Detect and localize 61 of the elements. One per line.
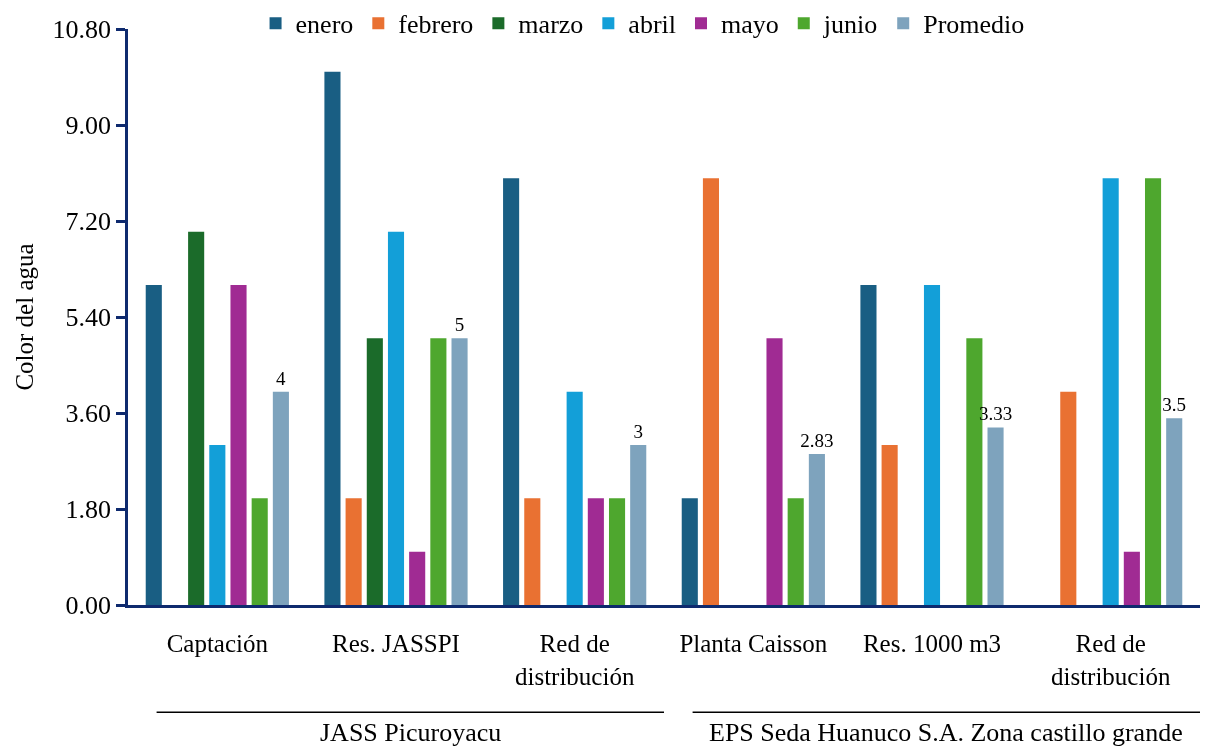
bar bbox=[787, 498, 804, 605]
data-label: 3.5 bbox=[1162, 394, 1187, 416]
y-tick-label: 0.00 bbox=[65, 591, 112, 621]
bar bbox=[630, 445, 647, 605]
bar bbox=[1060, 391, 1077, 605]
text: JASS Picuroyacu bbox=[320, 718, 502, 747]
legend-label: marzo bbox=[518, 10, 584, 40]
bar bbox=[251, 498, 268, 605]
bar bbox=[145, 285, 162, 605]
bar bbox=[524, 498, 541, 605]
legend-label: mayo bbox=[721, 10, 779, 40]
bar bbox=[230, 285, 247, 605]
y-tick-label: 5.40 bbox=[65, 303, 112, 333]
bar bbox=[188, 231, 205, 605]
bar bbox=[881, 445, 898, 605]
legend-label: junio bbox=[822, 10, 878, 40]
bar bbox=[766, 338, 783, 605]
legend-label: enero bbox=[295, 10, 354, 40]
data-label: 3 bbox=[633, 421, 643, 442]
y-axis-title: Color del agua bbox=[11, 243, 39, 391]
bar bbox=[608, 498, 626, 605]
x-tick-label: Red de distribución bbox=[1050, 630, 1171, 690]
legend-label: Promedio bbox=[923, 10, 1025, 40]
bar bbox=[451, 338, 468, 605]
bar bbox=[987, 427, 1004, 605]
bar bbox=[324, 71, 341, 605]
bar bbox=[808, 454, 825, 605]
bar bbox=[566, 391, 583, 605]
bar bbox=[409, 551, 426, 605]
data-label: 5 bbox=[454, 314, 465, 336]
bar bbox=[860, 285, 877, 605]
bar bbox=[366, 338, 383, 605]
x-tick-label: Captación bbox=[166, 630, 269, 657]
y-tick-label: 1.80 bbox=[65, 495, 112, 525]
x-tick-label: Planta Caisson bbox=[679, 630, 828, 657]
bar bbox=[1166, 418, 1183, 605]
bar bbox=[503, 178, 520, 605]
bar bbox=[430, 338, 447, 605]
data-label: 2.83 bbox=[800, 430, 834, 452]
x-tick-label: Res. 1000 m3 bbox=[862, 630, 1002, 657]
y-tick-label: 3.60 bbox=[65, 399, 112, 429]
bar bbox=[681, 498, 698, 605]
text: EPS Seda Huanuco S.A. Zona castillo grande bbox=[709, 718, 1183, 747]
bar bbox=[345, 498, 362, 605]
bar bbox=[209, 445, 226, 605]
y-tick-label: 7.20 bbox=[65, 207, 112, 237]
bar bbox=[272, 391, 289, 605]
bar bbox=[387, 231, 405, 605]
y-tick-label: 9.00 bbox=[65, 111, 112, 141]
bar bbox=[1102, 178, 1119, 605]
data-label: 4 bbox=[275, 367, 286, 389]
x-tick-label: Red de distribución bbox=[514, 630, 635, 690]
bar bbox=[587, 498, 604, 605]
x-tick-label: Res. JASSPI bbox=[332, 630, 460, 657]
bar bbox=[702, 178, 720, 605]
bar bbox=[1123, 551, 1140, 605]
y-tick-label: 10.80 bbox=[52, 15, 112, 45]
bar bbox=[923, 285, 941, 605]
bar bbox=[1144, 178, 1162, 605]
legend-label: abril bbox=[628, 10, 676, 40]
legend-label: febrero bbox=[398, 10, 474, 40]
